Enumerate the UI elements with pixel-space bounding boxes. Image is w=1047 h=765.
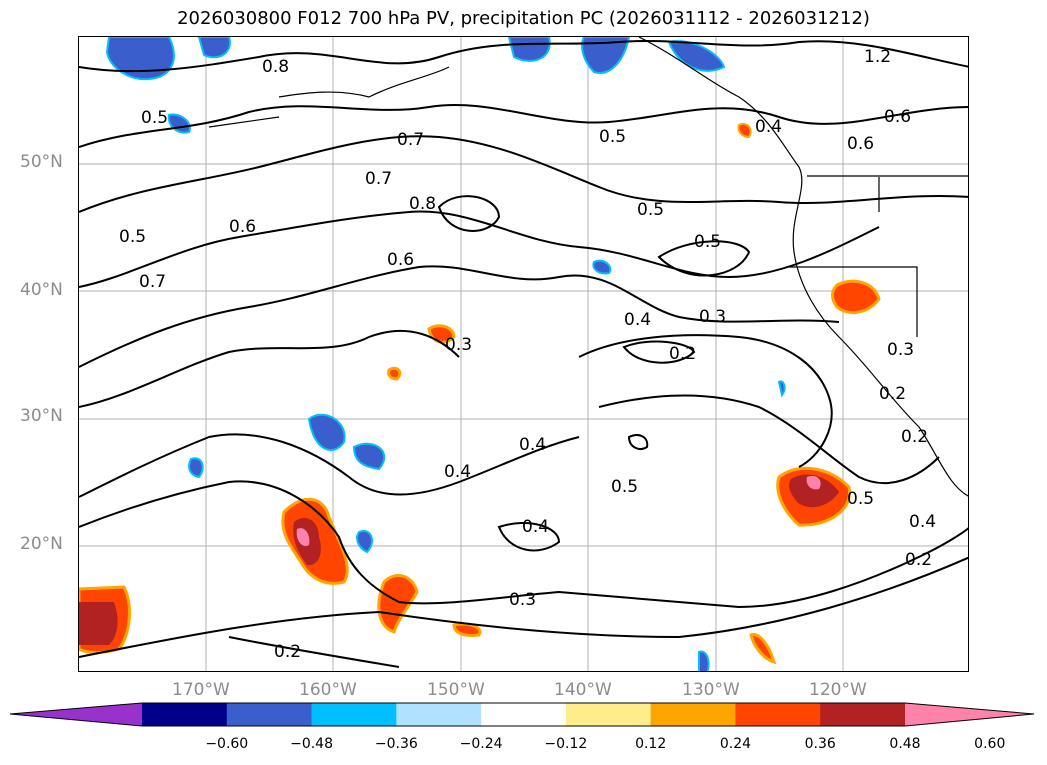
contour-label: 0.6 bbox=[229, 217, 256, 237]
contour-label: 0.2 bbox=[901, 427, 928, 447]
pv-contours bbox=[79, 39, 968, 668]
colorbar-swatch bbox=[820, 703, 906, 726]
contour-label: 0.2 bbox=[905, 550, 932, 570]
contour-label: 0.5 bbox=[599, 127, 626, 147]
contour-label: 0.8 bbox=[409, 194, 436, 214]
contour-label: 0.8 bbox=[262, 57, 289, 77]
colorbar-outline bbox=[10, 702, 1035, 727]
contour-label: 0.3 bbox=[887, 340, 914, 360]
colorbar-tick-label: 0.36 bbox=[804, 736, 836, 752]
colorbar-tick-label: −0.12 bbox=[544, 736, 588, 752]
contour-label: 0.2 bbox=[879, 384, 906, 404]
lat-label: 30°N bbox=[20, 406, 63, 426]
contour-label: 0.5 bbox=[637, 200, 664, 220]
colorbar-tick-label: −0.24 bbox=[459, 736, 503, 752]
colorbar-tick-label: 0.24 bbox=[719, 736, 752, 752]
contour-label: 0.6 bbox=[847, 134, 874, 154]
graticule bbox=[79, 37, 968, 671]
colorbar-swatch bbox=[565, 703, 652, 726]
contour-label: 0.5 bbox=[141, 108, 168, 128]
map-svg: 0.8 0.5 0.7 0.5 0.4 0.6 1.2 0.7 0.8 0.6 … bbox=[79, 37, 968, 671]
colorbar-tick-label: 0.60 bbox=[974, 736, 1006, 752]
colorbar-swatch bbox=[481, 703, 567, 726]
colorbar-swatch bbox=[142, 703, 228, 726]
colorbar-extend-high bbox=[905, 703, 1034, 726]
contour-label: 0.7 bbox=[397, 130, 424, 150]
contour-label: 0.7 bbox=[365, 169, 392, 189]
contour-label: 0.3 bbox=[699, 307, 726, 327]
contour-label: 0.2 bbox=[669, 344, 696, 364]
colorbar-swatch bbox=[735, 703, 821, 726]
lon-label: 150°W bbox=[427, 680, 485, 700]
contour-label: 0.3 bbox=[445, 335, 472, 355]
lon-label: 160°W bbox=[299, 680, 357, 700]
positive-precip-areas bbox=[79, 123, 881, 665]
colorbar-tick-label: 0.48 bbox=[889, 736, 921, 752]
colorbar-swatch bbox=[650, 703, 736, 726]
lon-label: 130°W bbox=[682, 680, 740, 700]
contour-label: 0.6 bbox=[884, 107, 911, 127]
lon-label: 170°W bbox=[172, 680, 230, 700]
colorbar-swatches bbox=[142, 703, 906, 726]
colorbar-tick-label: 0.12 bbox=[635, 736, 667, 752]
chart-title: 2026030800 F012 700 hPa PV, precipitatio… bbox=[177, 8, 870, 29]
colorbar-tick-label: −0.48 bbox=[290, 736, 333, 752]
lon-label: 120°W bbox=[809, 680, 867, 700]
contour-label: 0.2 bbox=[274, 642, 301, 662]
contour-label: 0.4 bbox=[624, 310, 651, 330]
contour-label: 0.5 bbox=[119, 227, 146, 247]
lat-label: 50°N bbox=[20, 152, 63, 172]
contour-label: 0.5 bbox=[694, 232, 721, 252]
contour-label: 0.4 bbox=[755, 117, 782, 137]
contour-label: 0.5 bbox=[847, 489, 874, 509]
contour-label: 0.4 bbox=[522, 517, 549, 537]
contour-label: 0.7 bbox=[139, 272, 166, 292]
contour-label: 0.4 bbox=[909, 512, 936, 532]
contour-label: 0.4 bbox=[444, 462, 471, 482]
negative-precip-areas bbox=[105, 37, 786, 671]
colorbar-swatch bbox=[396, 703, 482, 726]
coastline bbox=[208, 37, 968, 497]
contour-label: 1.2 bbox=[864, 47, 891, 67]
colorbar-swatch bbox=[226, 703, 313, 726]
contour-label: 0.6 bbox=[387, 250, 414, 270]
map-panel: 0.8 0.5 0.7 0.5 0.4 0.6 1.2 0.7 0.8 0.6 … bbox=[78, 36, 969, 672]
lat-label: 40°N bbox=[20, 280, 63, 300]
colorbar-extend-low bbox=[10, 703, 142, 726]
colorbar-tick-label: −0.60 bbox=[205, 736, 249, 752]
contour-label: 0.5 bbox=[611, 477, 638, 497]
contour-label: 0.3 bbox=[509, 590, 536, 610]
contour-label: 0.4 bbox=[519, 435, 546, 455]
lat-label: 20°N bbox=[20, 534, 63, 554]
colorbar bbox=[10, 702, 1035, 727]
lon-label: 140°W bbox=[554, 680, 612, 700]
colorbar-swatch bbox=[311, 703, 397, 726]
contour-label-group: 0.8 0.5 0.7 0.5 0.4 0.6 1.2 0.7 0.8 0.6 … bbox=[119, 47, 936, 662]
colorbar-tick-label: −0.36 bbox=[374, 736, 418, 752]
